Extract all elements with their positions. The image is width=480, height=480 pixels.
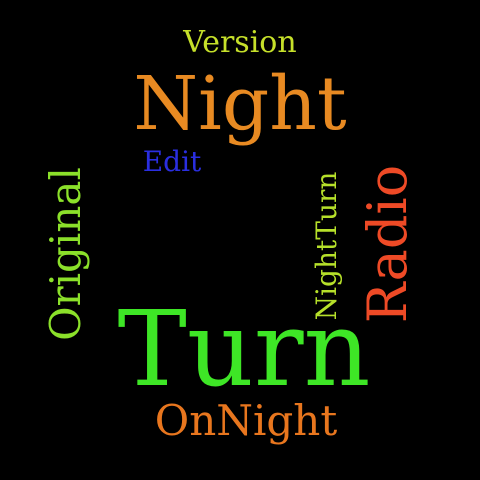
- word-edit: Edit: [142, 145, 202, 178]
- word-onnight: OnNight: [154, 396, 338, 445]
- word-night: Night: [133, 61, 347, 147]
- word-version: Version: [183, 25, 297, 60]
- word-turn: Turn: [117, 288, 371, 410]
- word-original: Original: [41, 167, 90, 341]
